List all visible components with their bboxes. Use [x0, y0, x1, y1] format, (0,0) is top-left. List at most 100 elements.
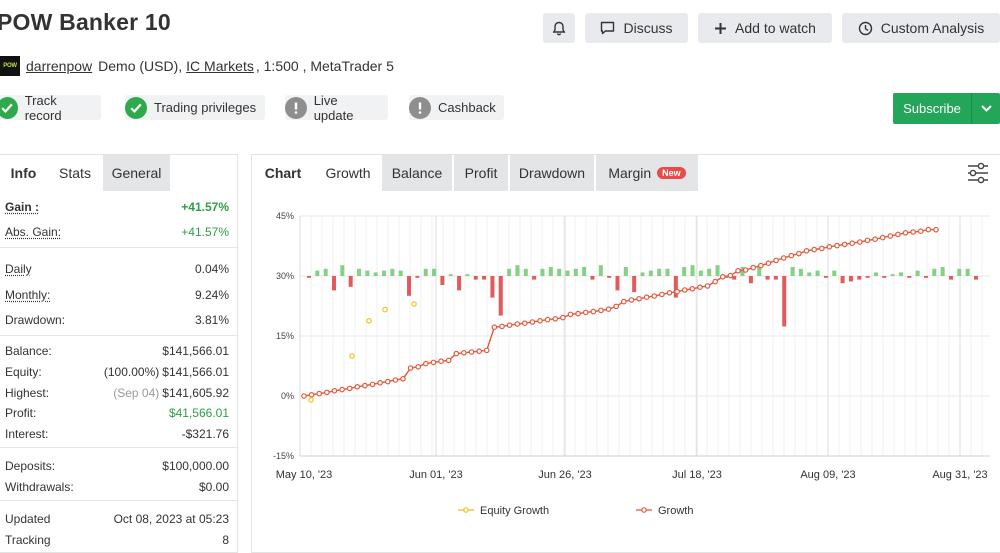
tab-margin[interactable]: Margin New [596, 155, 698, 191]
growth-point [896, 232, 900, 236]
daily-bar [482, 276, 486, 280]
daily-bar [682, 267, 686, 276]
growth-point [919, 229, 923, 233]
growth-point [721, 275, 725, 279]
growth-point [363, 383, 367, 387]
badge-label: Track record [25, 93, 93, 123]
x-tick-label: Jun 01, '23 [409, 469, 462, 481]
growth-point [515, 322, 519, 326]
daily-bar [357, 269, 361, 276]
growth-point [477, 349, 481, 353]
account-logo: POW [0, 56, 20, 76]
growth-point [804, 249, 808, 253]
account-type: Demo (USD), [98, 58, 182, 74]
daily-bar [507, 269, 511, 276]
growth-point [576, 311, 580, 315]
tab-general[interactable]: General [103, 155, 170, 191]
badge-label: Trading privileges [154, 100, 256, 115]
daily-bar [590, 276, 594, 280]
growth-point [606, 307, 610, 311]
x-tick-label: Jun 26, '23 [538, 469, 591, 481]
growth-point [599, 308, 603, 312]
tab-stats[interactable]: Stats [47, 155, 103, 191]
daily-bar [907, 276, 911, 278]
daily-bar [791, 267, 795, 276]
daily-bar [599, 265, 603, 276]
daily-bar [515, 265, 519, 276]
growth-point [317, 391, 321, 395]
daily-bar [365, 271, 369, 276]
growth-point [743, 268, 747, 272]
growth-point [561, 315, 565, 319]
broker-link[interactable]: IC Markets [186, 58, 254, 74]
stat-balance: Balance: $141,566.01 [5, 341, 229, 361]
daily-bar [641, 272, 645, 276]
tab-balance[interactable]: Balance [382, 155, 452, 191]
notify-button[interactable] [543, 13, 575, 43]
legend-equity-marker [464, 508, 468, 512]
stat-drawdown: Drawdown: 3.81% [5, 310, 229, 330]
tab-growth[interactable]: Growth [316, 155, 380, 191]
growth-point [629, 298, 633, 302]
custom-analysis-button[interactable]: Custom Analysis [842, 13, 1000, 43]
daily-bar [957, 269, 961, 276]
left-tabs: Info Stats General [0, 155, 237, 191]
growth-point [751, 265, 755, 269]
daily-bar [891, 274, 895, 276]
x-tick-label: Jul 18, '23 [672, 469, 722, 481]
stats-panel: Info Stats General Gain : +41.57% Abs. Ga… [0, 154, 238, 553]
growth-point [325, 390, 329, 394]
equity-point [412, 302, 416, 306]
daily-bar [374, 272, 378, 276]
daily-bar [349, 276, 353, 287]
add-to-watch-button[interactable]: Add to watch [698, 13, 832, 43]
growth-point [386, 379, 390, 383]
growth-point [842, 242, 846, 246]
badge-cashback[interactable]: Cashback [409, 95, 504, 120]
growth-point [820, 246, 824, 250]
growth-point [926, 227, 930, 231]
badge-track-record[interactable]: Track record [0, 95, 101, 120]
stat-interest: Interest: -$321.76 [5, 424, 229, 444]
badge-label: Live update [314, 93, 380, 123]
growth-point [500, 324, 504, 328]
daily-bar [332, 276, 336, 290]
tab-profit[interactable]: Profit [454, 155, 508, 191]
daily-bar [407, 276, 411, 296]
daily-bar [390, 269, 394, 276]
subscribe-button[interactable]: Subscribe [893, 93, 1000, 124]
daily-bar [966, 269, 970, 276]
growth-point [728, 273, 732, 277]
growth-point [340, 387, 344, 391]
daily-bar [415, 276, 419, 278]
badge-trading-privileges[interactable]: Trading privileges [125, 95, 265, 120]
chevron-down-icon[interactable] [972, 105, 1000, 112]
growth-point [530, 320, 534, 324]
growth-point [454, 351, 458, 355]
daily-bar [849, 276, 853, 281]
user-link[interactable]: darrenpow [26, 58, 92, 74]
stat-withdrawals: Withdrawals: $0.00 [5, 477, 229, 497]
x-tick-label: Aug 09, '23 [800, 469, 855, 481]
tab-info[interactable]: Info [0, 155, 47, 191]
daily-bar [824, 276, 828, 278]
stat-updated: Updated Oct 08, 2023 at 05:23 [5, 509, 229, 529]
sliders-icon[interactable] [966, 162, 990, 184]
growth-point [705, 284, 709, 288]
daily-bar [874, 272, 878, 276]
discuss-button[interactable]: Discuss [585, 13, 688, 43]
growth-point [523, 321, 527, 325]
growth-point [584, 310, 588, 314]
legend-growth-label: Growth [658, 505, 693, 517]
growth-point [850, 241, 854, 245]
page-title: POW Banker 10 [0, 9, 171, 36]
daily-bar [974, 276, 978, 280]
y-tick-label: -15% [273, 451, 294, 461]
tab-drawdown[interactable]: Drawdown [510, 155, 594, 191]
clock-icon [858, 21, 873, 36]
daily-bar [340, 265, 344, 276]
badge-live-update[interactable]: Live update [285, 95, 388, 120]
daily-bar [399, 271, 403, 276]
account-info: POW darrenpow Demo (USD), IC Markets , 1… [0, 56, 394, 76]
y-tick-label: 0% [281, 391, 294, 401]
